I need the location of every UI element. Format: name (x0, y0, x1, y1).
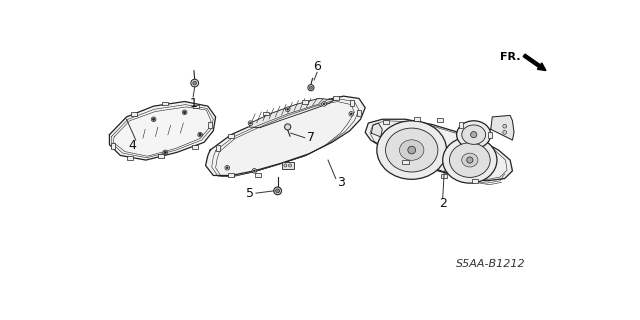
Text: 5: 5 (246, 187, 253, 200)
Text: FR.: FR. (500, 52, 520, 62)
Circle shape (193, 81, 196, 85)
Circle shape (470, 132, 477, 138)
Bar (414, 117, 420, 121)
Circle shape (503, 124, 507, 128)
Circle shape (349, 112, 353, 116)
Bar (403, 160, 408, 164)
Circle shape (274, 187, 282, 195)
Circle shape (253, 170, 255, 172)
Ellipse shape (377, 121, 447, 179)
Text: 3: 3 (337, 176, 345, 189)
Circle shape (225, 165, 230, 170)
Circle shape (182, 110, 187, 115)
Bar (333, 96, 339, 100)
Bar (158, 154, 164, 158)
Circle shape (285, 107, 290, 112)
Bar (459, 122, 463, 128)
Circle shape (309, 86, 312, 89)
Circle shape (322, 101, 326, 106)
Bar (162, 101, 168, 105)
Circle shape (503, 131, 507, 134)
Circle shape (191, 79, 198, 87)
Circle shape (199, 133, 202, 136)
Circle shape (284, 164, 287, 167)
Bar (228, 173, 234, 177)
Text: 1: 1 (189, 97, 197, 109)
Text: 4: 4 (129, 139, 136, 152)
Bar (216, 145, 220, 151)
FancyArrow shape (523, 54, 546, 70)
Bar (228, 134, 234, 138)
Polygon shape (491, 116, 514, 140)
Ellipse shape (385, 128, 438, 172)
Bar (282, 162, 294, 169)
Circle shape (289, 164, 292, 167)
Circle shape (164, 151, 166, 154)
Circle shape (276, 189, 280, 193)
Circle shape (152, 118, 155, 120)
Bar (208, 122, 212, 128)
Circle shape (248, 121, 253, 125)
Circle shape (467, 157, 473, 163)
Circle shape (163, 150, 168, 155)
Circle shape (184, 111, 186, 114)
Bar (131, 112, 138, 116)
Circle shape (285, 124, 291, 130)
Ellipse shape (399, 140, 424, 160)
Bar (383, 120, 389, 124)
Circle shape (408, 146, 415, 154)
Circle shape (198, 132, 202, 137)
Circle shape (350, 113, 352, 115)
Bar (356, 110, 360, 116)
Bar (488, 132, 492, 138)
Ellipse shape (457, 121, 491, 148)
Text: 7: 7 (307, 131, 315, 144)
Bar (441, 174, 447, 178)
Ellipse shape (449, 143, 490, 177)
Bar (191, 145, 198, 148)
Bar (351, 100, 355, 106)
Circle shape (308, 84, 314, 91)
Text: S5AA-B1212: S5AA-B1212 (456, 260, 525, 269)
Polygon shape (109, 101, 216, 160)
Circle shape (151, 117, 156, 122)
Text: 6: 6 (313, 60, 321, 73)
Polygon shape (249, 99, 334, 128)
Ellipse shape (461, 153, 478, 167)
Circle shape (287, 108, 289, 110)
Circle shape (250, 122, 252, 124)
Circle shape (252, 169, 257, 173)
Ellipse shape (443, 137, 497, 183)
Polygon shape (371, 123, 382, 137)
Bar (111, 143, 115, 149)
Circle shape (227, 167, 228, 169)
Bar (255, 173, 261, 177)
Bar (193, 105, 199, 108)
Polygon shape (365, 119, 513, 181)
Bar (437, 118, 444, 122)
Bar (472, 179, 478, 183)
Text: 2: 2 (439, 197, 447, 211)
Polygon shape (205, 96, 365, 175)
Circle shape (323, 103, 325, 105)
Ellipse shape (462, 125, 486, 144)
Bar (127, 156, 134, 160)
Bar (263, 112, 269, 116)
Bar (301, 100, 308, 104)
